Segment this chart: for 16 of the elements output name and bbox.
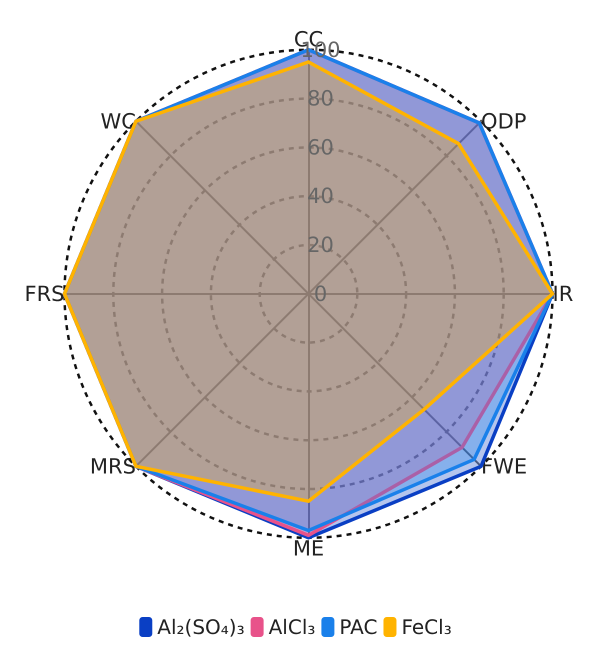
legend-label: FeCl₃ xyxy=(401,615,452,639)
spoke-label: FRS xyxy=(24,282,64,306)
spoke-label: MRS xyxy=(90,454,136,478)
y-tick-label: 60 xyxy=(307,135,334,160)
spoke-label: ODP xyxy=(481,109,526,134)
legend-label: AlCl₃ xyxy=(268,615,316,639)
legend-label: Al₂(SO₄)₃ xyxy=(157,615,245,639)
spoke-label: FWE xyxy=(481,454,528,478)
spoke-label: IR xyxy=(552,282,574,306)
spoke-label: ME xyxy=(292,536,324,560)
spoke-label: WC xyxy=(100,109,136,134)
y-tick-label: 80 xyxy=(307,86,334,111)
y-tick-label: 40 xyxy=(307,184,334,208)
legend-label: PAC xyxy=(339,615,378,639)
y-tick-label: 20 xyxy=(307,233,334,257)
y-tick-label: 0 xyxy=(314,282,328,306)
